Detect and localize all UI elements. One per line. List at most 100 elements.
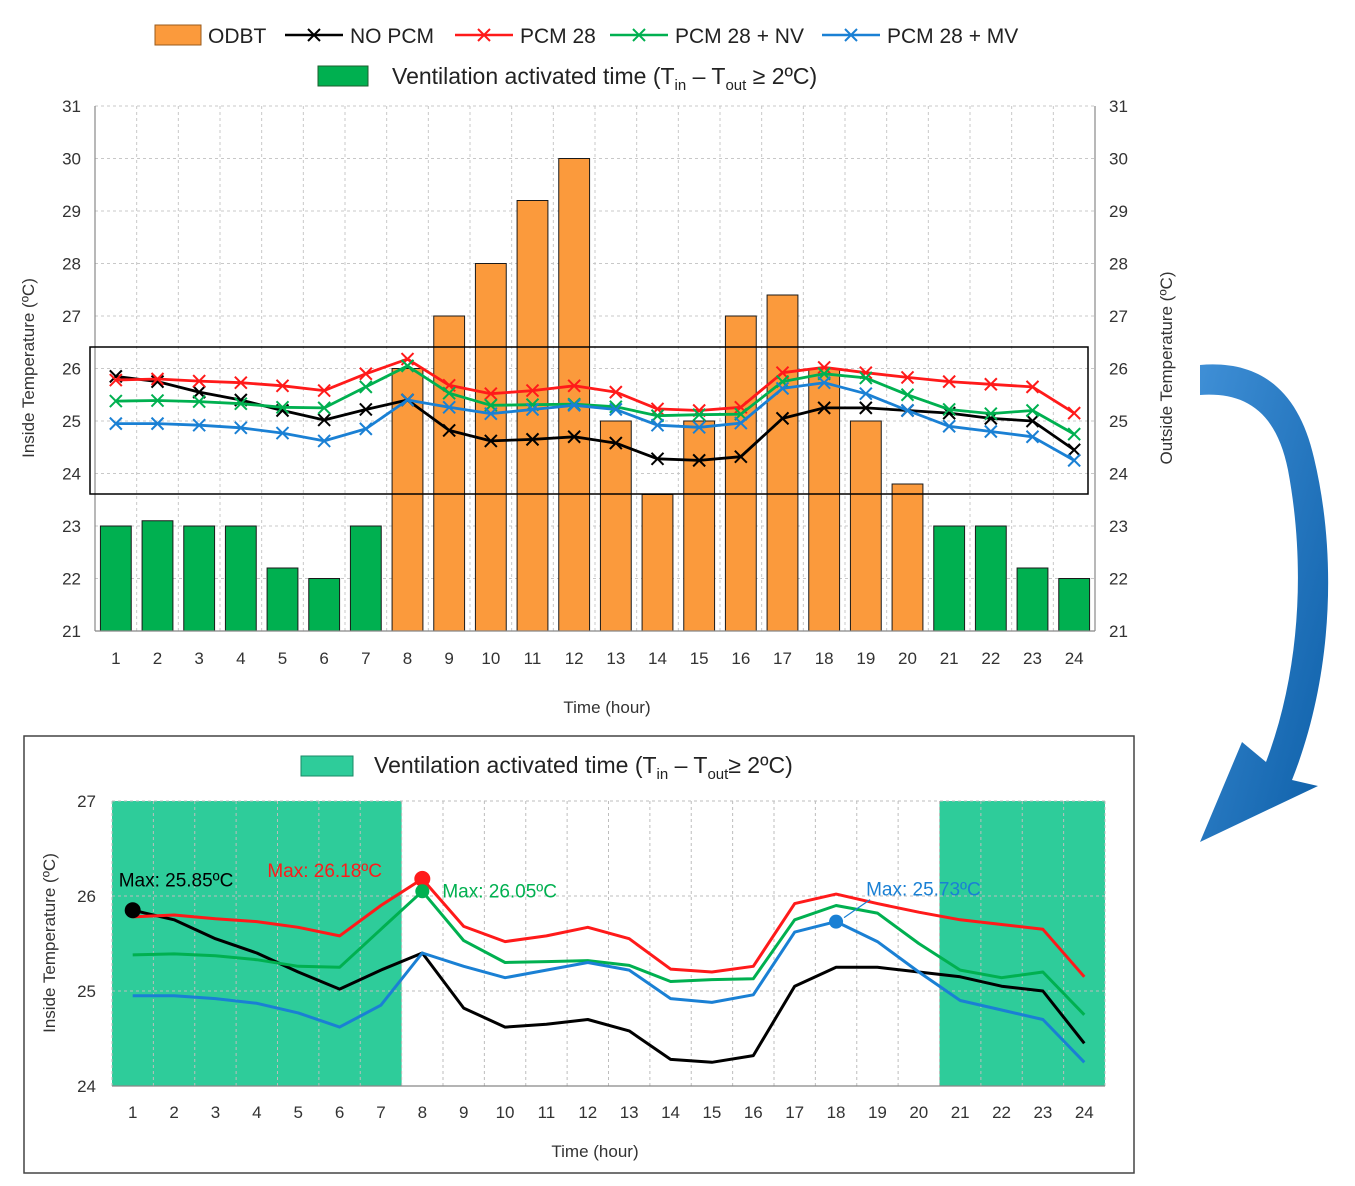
- marker-no-pcm: [567, 430, 581, 444]
- marker-pcm-28: [109, 373, 123, 387]
- marker-pcm-28-mv: [484, 406, 498, 421]
- ventilation-bar: [183, 525, 216, 632]
- marker-pcm-28-mv: [734, 416, 748, 430]
- top-highlight-box: [89, 346, 1089, 495]
- bottom-x-tick: 18: [827, 1103, 846, 1122]
- marker-pcm-28-mv: [859, 386, 873, 401]
- marker-pcm-28-nv: [692, 407, 706, 422]
- max-marker-pcm-28: [414, 870, 431, 887]
- marker-pcm-28-mv: [775, 381, 790, 396]
- top-y-axis-title-left: Inside Temperature (ºC): [19, 278, 38, 458]
- top-x-tick: 7: [361, 649, 370, 668]
- marker-pcm-28: [525, 383, 540, 398]
- bottom-x-axis-title: Time (hour): [551, 1142, 638, 1161]
- max-label-pcm-28-mv: Max: 25.73ºC: [866, 880, 981, 901]
- bottom-x-tick: 10: [496, 1103, 515, 1122]
- marker-pcm-28-nv: [859, 371, 873, 385]
- marker-pcm-28-mv: [692, 420, 706, 435]
- marker-pcm-28-mv: [317, 434, 331, 448]
- bottom-legend-ventilation-swatch: [300, 755, 354, 777]
- top-y-tick-right: 25: [1109, 412, 1128, 431]
- ventilation-bar: [349, 525, 382, 632]
- bottom-x-tick: 23: [1033, 1103, 1052, 1122]
- bottom-y-tick: 25: [77, 982, 96, 1001]
- marker-pcm-28: [150, 372, 165, 386]
- top-x-tick: 22: [981, 649, 1000, 668]
- marker-pcm-28-nv: [984, 406, 998, 421]
- max-label-pcm-28: Max: 26.18ºC: [267, 861, 382, 882]
- marker-no-pcm: [775, 411, 790, 426]
- legend-pcm28-nv-label: PCM 28 + NV: [675, 25, 804, 48]
- marker-pcm-28-mv: [275, 426, 290, 440]
- marker-pcm-28-mv: [1067, 453, 1081, 468]
- odbt-bar: [766, 294, 799, 632]
- top-y-tick-left: 28: [62, 255, 81, 274]
- bottom-legend-ventilation-label: Ventilation activated time (Tin – Tout≥ …: [374, 752, 793, 783]
- marker-pcm-28-mv: [150, 416, 165, 431]
- top-y-tick-right: 30: [1109, 150, 1128, 169]
- marker-pcm-28: [567, 379, 581, 393]
- top-y-tick-right: 27: [1109, 307, 1128, 326]
- top-x-tick: 12: [565, 649, 584, 668]
- top-y-tick-left: 21: [62, 622, 81, 641]
- bottom-x-tick: 4: [252, 1103, 261, 1122]
- marker-no-pcm: [650, 452, 665, 466]
- ventilation-bar: [266, 567, 299, 632]
- ventilation-bar: [974, 525, 1007, 632]
- marker-pcm-28: [984, 377, 998, 391]
- top-x-tick: 24: [1065, 649, 1084, 668]
- bottom-x-tick: 13: [620, 1103, 639, 1122]
- marker-pcm-28-mv: [1025, 430, 1040, 444]
- top-x-tick: 6: [319, 649, 328, 668]
- marker-pcm-28-mv: [984, 424, 998, 439]
- top-y-axis-title-right: Outside Temperature (ºC): [1157, 272, 1176, 465]
- top-x-tick: 20: [898, 649, 917, 668]
- marker-no-pcm: [192, 385, 206, 399]
- marker-pcm-28-mv: [109, 416, 123, 431]
- marker-pcm-28-mv: [942, 419, 956, 433]
- marker-pcm-28-mv: [650, 418, 665, 432]
- bottom-x-tick: 1: [128, 1103, 137, 1122]
- marker-pcm-28-nv: [359, 380, 373, 394]
- max-marker-pcm-28-mv: [829, 914, 844, 929]
- bottom-y-tick: 26: [77, 887, 96, 906]
- top-x-tick: 18: [815, 649, 834, 668]
- legend-no-pcm-swatch: [285, 28, 343, 42]
- top-y-tick-left: 23: [62, 517, 81, 536]
- max-marker-no-pcm: [124, 902, 141, 919]
- marker-pcm-28-mv: [359, 422, 373, 436]
- top-x-tick: 3: [194, 649, 203, 668]
- bottom-series-line-pcm-28-nv: [132, 889, 1086, 1016]
- marker-no-pcm: [734, 449, 748, 464]
- bottom-x-tick: 16: [744, 1103, 763, 1122]
- bottom-x-tick: 8: [418, 1103, 427, 1122]
- top-x-tick: 1: [111, 649, 120, 668]
- marker-no-pcm: [609, 436, 623, 450]
- marker-pcm-28-nv: [900, 388, 915, 402]
- marker-pcm-28-nv: [942, 402, 956, 417]
- legend-pcm28-mv-swatch: [822, 28, 880, 42]
- bottom-y-tick: 24: [77, 1077, 96, 1096]
- top-y-tick-right: 21: [1109, 622, 1128, 641]
- odbt-bar: [808, 368, 841, 632]
- marker-no-pcm: [359, 402, 373, 417]
- top-x-axis-title: Time (hour): [563, 698, 650, 717]
- top-y-tick-left: 25: [62, 412, 81, 431]
- top-x-tick: 8: [403, 649, 412, 668]
- marker-pcm-28-mv: [609, 402, 623, 417]
- legend-odbt-label: ODBT: [208, 25, 267, 48]
- top-x-tick: 10: [481, 649, 500, 668]
- ventilation-bar: [99, 525, 132, 632]
- marker-no-pcm: [317, 413, 331, 427]
- top-y-tick-left: 27: [62, 307, 81, 326]
- marker-no-pcm: [859, 401, 873, 415]
- annotation-leader-line: [843, 899, 871, 919]
- odbt-bar: [433, 315, 466, 632]
- marker-pcm-28-mv: [442, 400, 456, 415]
- legend-pcm28-mv-label: PCM 28 + MV: [887, 25, 1018, 48]
- legend-ventilation-label: Ventilation activated time (Tin – Tout ≥…: [392, 63, 817, 94]
